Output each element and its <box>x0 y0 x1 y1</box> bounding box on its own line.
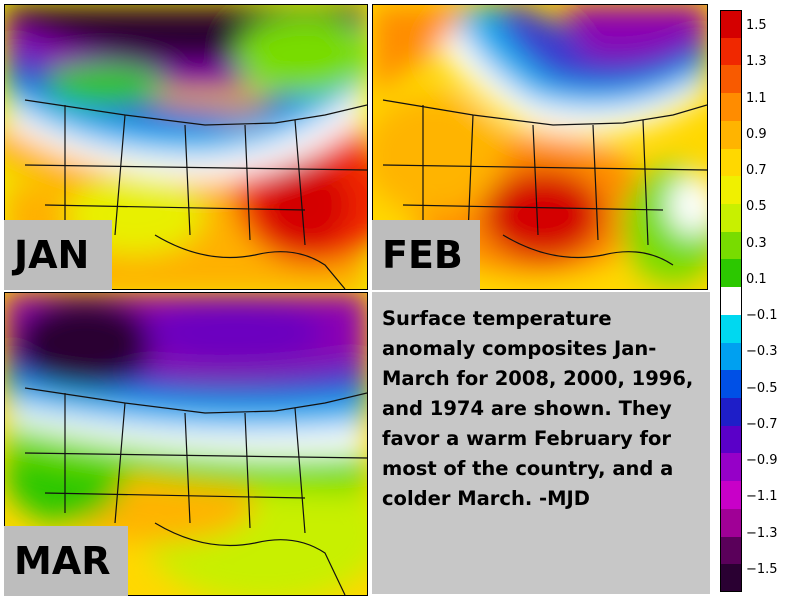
state-borders <box>24 387 367 595</box>
colorbar-tick-label: 0.1 <box>746 271 767 287</box>
colorbar-tick-label: 0.3 <box>746 235 767 251</box>
colorbar-segment <box>720 65 742 94</box>
colorbar-segment <box>720 536 742 565</box>
mar-anomaly-map <box>5 293 367 595</box>
colorbar-segment <box>720 453 742 482</box>
colorbar-segment <box>720 204 742 233</box>
state-borders <box>24 99 367 289</box>
colorbar-tick-label: −0.1 <box>746 308 778 324</box>
colorbar-tick-label: 0.7 <box>746 163 767 179</box>
colorbar-segment <box>720 370 742 399</box>
colorbar-segment <box>720 259 742 288</box>
colorbar-segment <box>720 481 742 510</box>
colorbar-tick-label: −0.5 <box>746 380 778 396</box>
colorbar-tick-label: −1.1 <box>746 489 778 505</box>
colorbar-tick-label: 0.5 <box>746 199 767 215</box>
colorbar-tick-label: 1.3 <box>746 54 767 70</box>
colorbar-segment <box>720 508 742 538</box>
colorbar-segment <box>720 231 742 260</box>
colorbar-segment <box>720 120 742 150</box>
month-label-feb: FEB <box>372 220 480 290</box>
colorbar-tick-label: −0.9 <box>746 453 778 469</box>
colorbar-segment <box>720 287 742 316</box>
colorbar-tick-label: −0.7 <box>746 416 778 432</box>
colorbar-tick-label: −1.3 <box>746 525 778 541</box>
colorbar-segment <box>720 93 742 122</box>
colorbar-segment <box>720 176 742 205</box>
colorbar-segment <box>720 425 742 454</box>
colorbar-tick-label: 0.9 <box>746 126 767 142</box>
colorbar-tick-label: 1.5 <box>746 18 767 33</box>
colorbar-segment <box>720 10 742 39</box>
state-borders <box>382 99 707 266</box>
colorbar-tick-label: −0.3 <box>746 344 778 360</box>
colorbar: 1.5 1.3 1.1 0.9 0.7 0.5 0.3 0.1 −0.1 −0.3 −0.5 −0.7… <box>710 0 800 600</box>
colorbar-segment <box>720 314 742 344</box>
colorbar-segment <box>720 564 742 593</box>
colorbar-segment <box>720 37 742 66</box>
colorbar-segment <box>720 148 742 177</box>
month-label-mar: MAR <box>4 526 128 596</box>
month-label-jan: JAN <box>4 220 112 290</box>
colorbar-tick-label: 1.1 <box>746 90 767 106</box>
colorbar-segment <box>720 398 742 427</box>
caption-text: Surface temperature anomaly composites J… <box>372 292 710 594</box>
colorbar-tick-label: −1.5 <box>746 562 778 577</box>
colorbar-segment <box>720 342 742 371</box>
